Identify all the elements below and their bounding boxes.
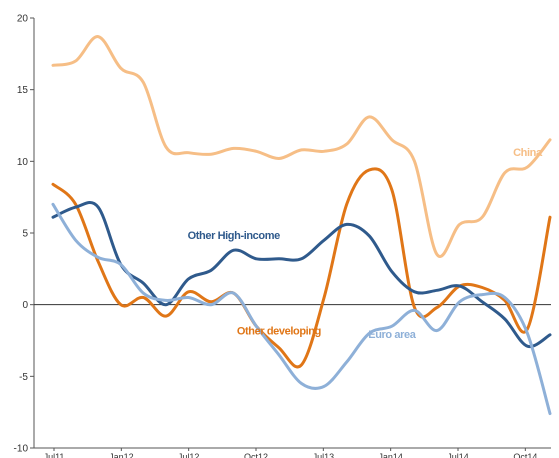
series-labels: China Other developing Other High-income Eu… [188,147,544,341]
x-tick-label: Jul13 [313,452,335,458]
series-label-other-developing: Other developing [237,326,321,338]
y-tick-label: 10 [17,157,29,168]
x-tick-label: Jan14 [378,452,403,458]
y-tick-label: 15 [17,85,29,96]
x-tick-label: Jul12 [178,452,200,458]
series-line-other-high-income [51,201,552,349]
series-line-other-developing [51,167,552,369]
y-tick-label: 20 [17,14,29,25]
series-line-euro-area [51,202,552,416]
series-label-other-high-income: Other High-income [188,230,280,242]
y-tick-label: -5 [19,372,28,383]
series-label-euro-area: Euro area [368,329,416,341]
series-label-china: China [513,147,543,159]
series-line-china [51,35,552,258]
series-lines [51,35,552,416]
x-tick-label: Jul11 [44,452,65,458]
y-tick-label: 5 [22,229,28,240]
x-tick-label: Oct14 [513,452,537,458]
axes: -10 -5 0 5 10 15 20 Jul11 Jan12 Jul12 Oct12 Jul13 Ja… [14,14,551,458]
y-tick-label: -10 [14,444,29,455]
x-tick-label: Oct12 [244,452,268,458]
x-tick-label: Jan12 [109,452,134,458]
y-tick-label: 0 [22,300,28,311]
x-tick-label: Jul14 [447,452,469,458]
